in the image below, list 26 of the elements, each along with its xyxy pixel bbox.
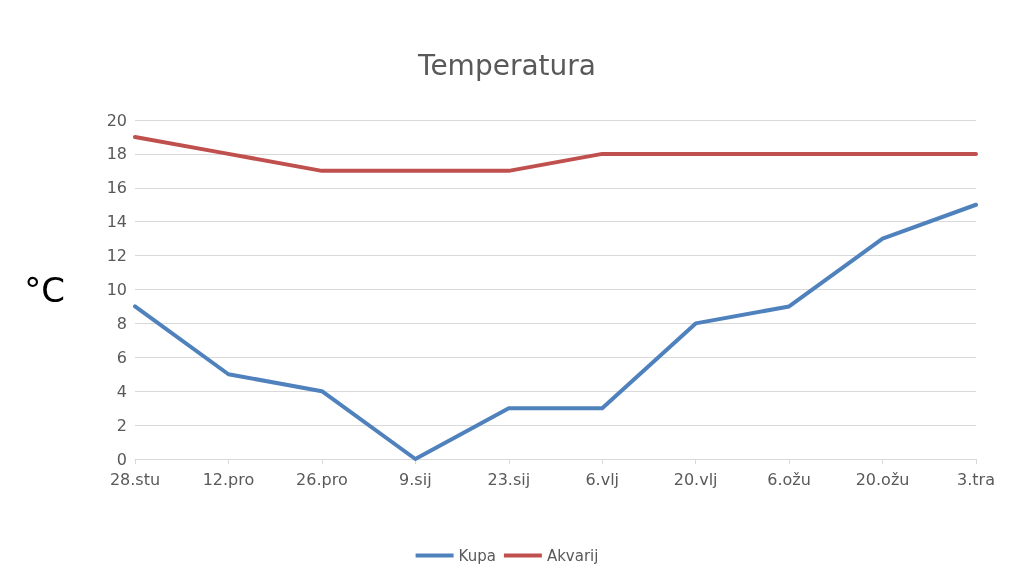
legend-label: Kupa	[458, 546, 496, 565]
y-tick-label: 14	[106, 212, 127, 232]
x-tick-label: 3.tra	[957, 469, 995, 489]
x-tick-label: 28.stu	[109, 469, 161, 489]
legend-label: Akvarij	[546, 546, 599, 565]
x-tick-label: 9.sij	[399, 469, 432, 489]
x-tick-label: 23.sij	[487, 469, 531, 489]
y-tick-label: 2	[116, 415, 127, 435]
y-tick-label: 4	[116, 381, 127, 401]
x-tick-label: 20.ožu	[855, 469, 910, 489]
y-tick-label: 12	[106, 246, 127, 266]
y-tick-label: 10	[106, 280, 127, 299]
y-tick-label: 8	[116, 313, 127, 333]
x-tick-label: 6.vlj	[585, 469, 620, 489]
x-tick-label: 6.ožu	[767, 469, 811, 489]
y-tick-label: 20	[106, 110, 127, 130]
y-tick-label: 6	[116, 347, 127, 367]
y-tick-label: 16	[106, 178, 127, 198]
chart-title: Temperatura	[417, 48, 596, 82]
y-tick-label: 0	[116, 449, 127, 469]
line-series	[133, 202, 978, 461]
x-tick-label: 26.pro	[296, 469, 348, 489]
y-tick-label: 18	[106, 144, 127, 164]
y-axis-title: °C	[24, 269, 65, 310]
x-tick-label: 20.vlj	[673, 469, 718, 489]
x-tick-label: 12.pro	[202, 469, 255, 489]
